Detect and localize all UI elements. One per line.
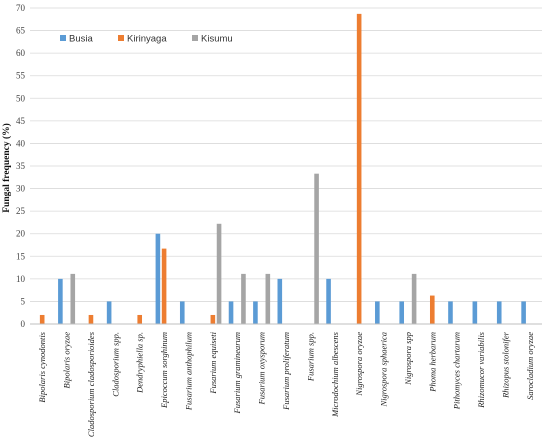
bar-kirinyaga-4 bbox=[137, 314, 143, 324]
category-label: Microdochium albescens bbox=[330, 331, 340, 418]
category-label: Phoma herbarum bbox=[427, 332, 437, 393]
legend-item-kisumu: Kisumu bbox=[192, 34, 233, 45]
grid-lines bbox=[30, 7, 542, 302]
y-tick-label: 5 bbox=[21, 296, 26, 306]
bar-kisumu-1 bbox=[70, 273, 76, 324]
bar-busia-14 bbox=[375, 301, 380, 324]
bar-busia-17 bbox=[448, 301, 453, 324]
category-label: Epicoccum sorghinum bbox=[159, 332, 169, 409]
legend-label: Kisumu bbox=[201, 34, 233, 45]
bar-kirinyaga-16 bbox=[429, 295, 435, 324]
category-label: Fusarium graminearum bbox=[232, 332, 242, 414]
bar-busia-1 bbox=[58, 278, 63, 324]
category-label: Pithomyces chartarum bbox=[452, 332, 462, 410]
y-tick-label: 60 bbox=[16, 48, 26, 58]
legend-item-busia: Busia bbox=[60, 34, 93, 45]
y-tick-label: 0 bbox=[21, 319, 26, 329]
bars bbox=[39, 13, 526, 325]
category-label: Bipolaris oryzae bbox=[62, 332, 72, 389]
bar-busia-9 bbox=[253, 301, 258, 324]
legend: Busia Kirinyaga Kisumu bbox=[60, 34, 233, 45]
category-label: Sarocladium oryzae bbox=[525, 332, 535, 400]
category-label: Nigrospora spp bbox=[403, 332, 413, 386]
bar-busia-18 bbox=[472, 301, 478, 324]
y-tick-label: 55 bbox=[16, 71, 26, 81]
bar-kirinyaga-0 bbox=[39, 314, 45, 324]
category-label: Rhizopus stolonifer bbox=[500, 331, 510, 399]
legend-item-kirinyaga: Kirinyaga bbox=[118, 34, 167, 45]
category-labels: Bipolaris cynodontis Bipolaris oryzae Clad… bbox=[37, 331, 535, 437]
category-label: Cladosporium spp. bbox=[110, 332, 120, 397]
legend-label: Busia bbox=[69, 34, 93, 45]
y-tick-label: 15 bbox=[16, 251, 26, 261]
bar-busia-15 bbox=[399, 301, 405, 324]
bar-busia-10 bbox=[277, 278, 283, 324]
bar-kisumu-7 bbox=[216, 223, 222, 324]
category-label: Fusarium anthophilum bbox=[183, 332, 193, 411]
bar-kirinyaga-5 bbox=[161, 248, 167, 324]
bar-kirinyaga-7 bbox=[210, 314, 216, 324]
legend-swatch bbox=[192, 35, 198, 41]
bar-kirinyaga-13 bbox=[356, 13, 362, 325]
y-axis-title: Fungal frequency (%) bbox=[1, 123, 12, 213]
bar-kisumu-11 bbox=[314, 173, 319, 324]
y-tick-label: 70 bbox=[16, 3, 26, 13]
legend-swatch bbox=[118, 35, 124, 41]
y-tick-label: 30 bbox=[16, 184, 26, 194]
y-axis-ticks: 0 5 10 15 20 25 30 35 40 45 50 55 60 65 70 bbox=[16, 3, 26, 329]
bar-busia-12 bbox=[326, 278, 331, 324]
bar-busia-3 bbox=[106, 301, 112, 324]
y-tick-label: 65 bbox=[16, 26, 26, 36]
bar-kisumu-8 bbox=[241, 273, 246, 324]
category-label: Nigrospora sphaerica bbox=[379, 332, 389, 408]
y-tick-label: 50 bbox=[16, 93, 26, 103]
category-label: Rhizomucor variabilis bbox=[476, 331, 486, 408]
category-label: Nigrospora oryzae bbox=[354, 332, 364, 397]
y-tick-label: 35 bbox=[16, 161, 26, 171]
bar-busia-5 bbox=[155, 233, 161, 324]
category-label: Bipolaris cynodontis bbox=[37, 331, 47, 402]
y-tick-label: 10 bbox=[16, 274, 26, 284]
category-label: Fusarium oxysporum bbox=[257, 332, 267, 405]
bar-kisumu-9 bbox=[265, 273, 271, 324]
y-tick-label: 25 bbox=[16, 206, 26, 216]
category-label: Fusarium proliferatum bbox=[281, 332, 291, 411]
bar-busia-20 bbox=[521, 301, 526, 324]
legend-label: Kirinyaga bbox=[127, 34, 167, 45]
category-label: Fusarium spp. bbox=[305, 332, 315, 382]
y-tick-label: 20 bbox=[16, 229, 26, 239]
bar-busia-6 bbox=[179, 301, 185, 324]
bar-busia-19 bbox=[496, 301, 502, 324]
bar-kisumu-15 bbox=[411, 273, 417, 324]
bar-busia-8 bbox=[228, 301, 234, 324]
legend-swatch bbox=[60, 35, 66, 41]
y-tick-label: 45 bbox=[16, 116, 26, 126]
category-label: Cladosporium cladosporioides bbox=[86, 331, 96, 437]
category-label: Fusarium equiseti bbox=[208, 331, 218, 394]
bar-kirinyaga-2 bbox=[88, 314, 94, 324]
y-tick-label: 40 bbox=[16, 138, 26, 148]
category-label: Dendryphiella sp. bbox=[135, 332, 145, 394]
